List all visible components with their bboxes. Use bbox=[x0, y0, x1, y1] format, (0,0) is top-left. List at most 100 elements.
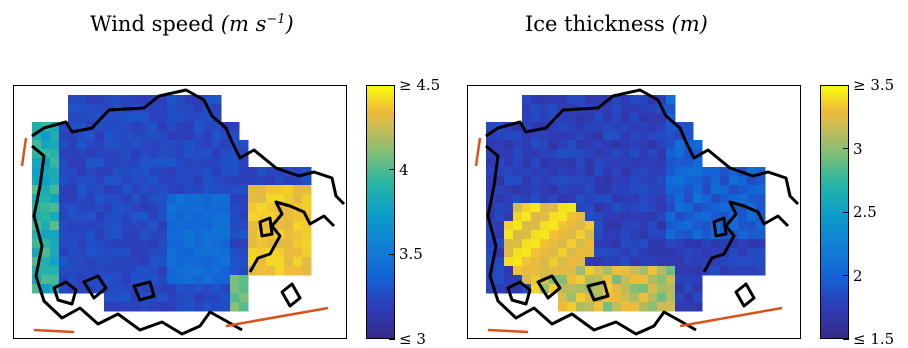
grid-cell bbox=[630, 167, 640, 177]
grid-cell bbox=[239, 185, 249, 195]
grid-cell bbox=[158, 95, 168, 105]
grid-cell bbox=[711, 203, 721, 213]
grid-cell bbox=[702, 257, 712, 267]
grid-cell bbox=[621, 158, 631, 168]
grid-cell bbox=[68, 95, 78, 105]
grid-cell bbox=[140, 266, 150, 276]
grid-cell bbox=[149, 221, 159, 231]
grid-cell bbox=[585, 176, 595, 186]
ice-thickness-title: Ice thickness (m) bbox=[525, 12, 708, 36]
grid-cell bbox=[104, 266, 114, 276]
grid-cell bbox=[729, 266, 739, 276]
grid-cell bbox=[266, 239, 276, 249]
grid-cell bbox=[158, 158, 168, 168]
grid-cell bbox=[221, 158, 231, 168]
grid-cell bbox=[302, 221, 312, 231]
grid-cell bbox=[239, 239, 249, 249]
grid-cell bbox=[68, 176, 78, 186]
grid-cell bbox=[639, 230, 649, 240]
coastline bbox=[485, 144, 697, 336]
grid-cell bbox=[113, 158, 123, 168]
grid-cell bbox=[621, 239, 631, 249]
grid-cell bbox=[756, 221, 766, 231]
grid-cell bbox=[630, 122, 640, 132]
grid-cell bbox=[185, 131, 195, 141]
grid-cell bbox=[203, 122, 213, 132]
grid-cell bbox=[612, 248, 622, 258]
grid-cell bbox=[630, 293, 640, 303]
grid-cell bbox=[729, 239, 739, 249]
grid-cell bbox=[194, 140, 204, 150]
grid-cell bbox=[203, 203, 213, 213]
grid-cell bbox=[185, 257, 195, 267]
grid-cell bbox=[531, 122, 541, 132]
grid-cell bbox=[684, 203, 694, 213]
grid-cell bbox=[549, 221, 559, 231]
grid-cell bbox=[648, 113, 658, 123]
grid-cell bbox=[167, 302, 177, 312]
grid-cell bbox=[675, 266, 685, 276]
grid-cell bbox=[113, 212, 123, 222]
grid-cell bbox=[203, 230, 213, 240]
grid-cell bbox=[567, 275, 577, 285]
grid-cell bbox=[41, 185, 51, 195]
grid-cell bbox=[603, 158, 613, 168]
grid-cell bbox=[302, 266, 312, 276]
grid-cell bbox=[158, 293, 168, 303]
grid-cell bbox=[104, 221, 114, 231]
grid-cell bbox=[50, 275, 60, 285]
grid-cell bbox=[576, 194, 586, 204]
grid-cell bbox=[639, 239, 649, 249]
grid-cell bbox=[603, 293, 613, 303]
grid-cell bbox=[293, 266, 303, 276]
grid-cell bbox=[504, 131, 514, 141]
grid-cell bbox=[32, 248, 42, 258]
colorbar-tick-label: ≥ 3.5 bbox=[853, 76, 895, 94]
grid-cell bbox=[59, 167, 69, 177]
grid-cell bbox=[612, 266, 622, 276]
grid-cell bbox=[693, 140, 703, 150]
grid-cell bbox=[221, 248, 231, 258]
grid-cell bbox=[540, 248, 550, 258]
grid-cell bbox=[684, 266, 694, 276]
grid-cell bbox=[77, 284, 87, 294]
grid-cell bbox=[158, 113, 168, 123]
grid-cell bbox=[167, 266, 177, 276]
grid-cell bbox=[284, 257, 294, 267]
grid-cell bbox=[257, 257, 267, 267]
grid-cell bbox=[149, 131, 159, 141]
grid-cell bbox=[239, 203, 249, 213]
grid-cell bbox=[711, 185, 721, 195]
grid-cell bbox=[675, 176, 685, 186]
coastline bbox=[702, 200, 790, 273]
grid-cell bbox=[302, 248, 312, 258]
grid-cell bbox=[666, 185, 676, 195]
grid-cell bbox=[68, 203, 78, 213]
grid-cell bbox=[41, 149, 51, 159]
grid-cell bbox=[693, 194, 703, 204]
grid-cell bbox=[486, 158, 496, 168]
grid-cell bbox=[68, 158, 78, 168]
grid-cell bbox=[603, 257, 613, 267]
grid-cell bbox=[729, 194, 739, 204]
grid-cell bbox=[41, 239, 51, 249]
grid-cell bbox=[585, 149, 595, 159]
coastline bbox=[586, 280, 610, 302]
grid-cell bbox=[594, 275, 604, 285]
colorbar-tick bbox=[843, 84, 849, 86]
grid-cell bbox=[122, 284, 132, 294]
grid-cell bbox=[540, 221, 550, 231]
grid-cell bbox=[657, 203, 667, 213]
grid-cell bbox=[131, 293, 141, 303]
grid-cell bbox=[585, 221, 595, 231]
grid-cell bbox=[293, 176, 303, 186]
grid-cell bbox=[549, 95, 559, 105]
grid-cell bbox=[104, 167, 114, 177]
grid-cell bbox=[585, 257, 595, 267]
grid-cell bbox=[738, 176, 748, 186]
grid-cell bbox=[284, 176, 294, 186]
grid-cell bbox=[158, 302, 168, 312]
grid-cell bbox=[86, 212, 96, 222]
grid-cell bbox=[203, 257, 213, 267]
grid-cell bbox=[603, 176, 613, 186]
